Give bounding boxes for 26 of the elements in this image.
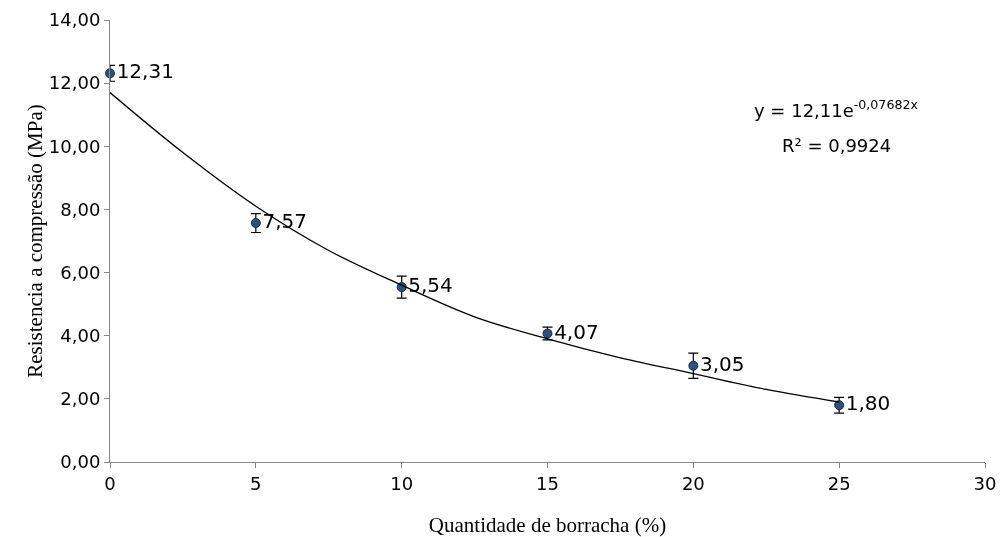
y-tick-label: 12,00 [48,72,101,94]
x-tick-label: 15 [536,472,559,494]
y-tick-label: 4,00 [60,325,101,347]
y-tick-label: 0,00 [60,451,101,473]
y-tick-label: 2,00 [60,388,101,410]
data-label: 5,54 [408,273,453,298]
data-label: 1,80 [845,391,891,416]
x-tick-label: 0 [104,472,116,494]
y-tick-label: 6,00 [60,261,101,283]
x-tick-label: 25 [827,472,851,494]
data-label: 12,31 [116,59,174,84]
y-axis-title: Resistencia a compressão (MPa) [22,104,47,378]
y-tick-label: 14,00 [48,9,101,31]
x-tick-label: 20 [681,472,705,494]
data-label: 3,05 [699,351,745,376]
point [250,218,261,228]
y-tick-label: 10,00 [48,135,101,157]
annotation: R² = 0,9924 [782,135,892,156]
annotation: y = 12,11e$^{-0,07682x}$ [754,97,919,121]
x-tick-label: 5 [250,472,262,494]
point [688,360,699,371]
x-tick-label: 10 [390,472,414,494]
y-tick-label: 8,00 [60,198,101,220]
data-label: 4,07 [554,319,599,344]
x-tick-label: 30 [973,472,997,494]
x-axis-title: Quantidade de borracha (%) [428,513,667,537]
